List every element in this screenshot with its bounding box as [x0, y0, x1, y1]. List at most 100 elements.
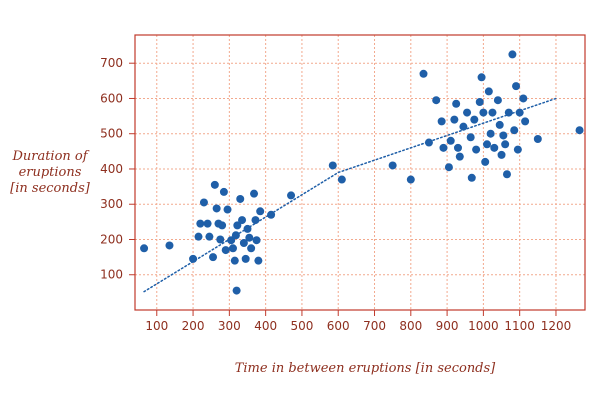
scatter-point: [337, 175, 346, 184]
scatter-point: [508, 50, 517, 59]
scatter-point: [512, 82, 521, 91]
x-tick-label: 200: [182, 319, 205, 333]
scatter-point: [575, 126, 584, 135]
scatter-point: [219, 187, 228, 196]
scatter-point: [287, 191, 296, 200]
scatter-point: [437, 117, 446, 126]
x-tick-label: 1200: [541, 319, 572, 333]
scatter-point: [493, 96, 502, 105]
scatter-point: [455, 152, 464, 161]
x-tick-label: 700: [363, 319, 386, 333]
scatter-point: [497, 150, 506, 159]
scatter-point: [328, 161, 337, 170]
scatter-point: [205, 232, 214, 241]
y-tick-label: 500: [100, 127, 123, 141]
x-tick-label: 500: [290, 319, 313, 333]
x-tick-label: 900: [436, 319, 459, 333]
scatter-point: [233, 221, 242, 230]
scatter-point: [194, 232, 203, 241]
scatter-point: [221, 246, 230, 255]
scatter-point: [238, 216, 247, 225]
scatter-point: [252, 236, 261, 245]
scatter-point: [388, 161, 397, 170]
scatter-point: [452, 99, 461, 108]
scatter-point: [502, 170, 511, 179]
x-tick-label: 600: [327, 319, 350, 333]
x-tick-label: 1000: [468, 319, 499, 333]
trend-layer: [143, 97, 557, 293]
scatter-point: [432, 96, 441, 105]
scatter-point: [450, 115, 459, 124]
scatter-point: [466, 133, 475, 142]
y-tick-label: 100: [100, 268, 123, 282]
scatter-point: [463, 108, 472, 117]
scatter-point: [189, 254, 198, 263]
y-tick-label: 400: [100, 162, 123, 176]
scatter-point: [406, 175, 415, 184]
scatter-point: [241, 254, 250, 263]
scatter-point: [477, 73, 486, 82]
scatter-point: [475, 97, 484, 106]
grid-layer: [135, 35, 585, 310]
scatter-point: [519, 94, 528, 103]
trend-line: [143, 97, 557, 293]
scatter-point: [499, 131, 508, 140]
scatter-point: [515, 108, 524, 117]
scatter-point: [419, 69, 428, 78]
scatter-point: [467, 173, 476, 182]
scatter-point: [501, 140, 510, 149]
plot-frame: [134, 34, 586, 311]
x-tick-label: 400: [254, 319, 277, 333]
scatter-point: [245, 233, 254, 242]
tick-layer: 100 200 300 400 500 600 700 800 900 1000 1100 1200 1…: [100, 56, 571, 333]
scatter-point: [140, 244, 149, 253]
scatter-point: [209, 253, 218, 262]
scatter-point: [459, 122, 468, 131]
scatter-point: [446, 136, 455, 145]
scatter-point: [533, 135, 542, 144]
scatter-point: [231, 231, 240, 240]
scatter-point: [236, 194, 245, 203]
scatter-point: [256, 207, 265, 216]
y-axis-title-line-3: [in seconds]: [10, 181, 91, 196]
scatter-point: [239, 239, 248, 248]
scatter-point: [472, 145, 481, 154]
scatter-point: [250, 189, 259, 198]
scatter-point: [481, 157, 490, 166]
scatter-point: [165, 241, 174, 250]
x-tick-label: 100: [145, 319, 168, 333]
scatter-point: [484, 87, 493, 96]
scatter-point: [479, 108, 488, 117]
scatter-point: [251, 216, 260, 225]
x-tick-label: 300: [218, 319, 241, 333]
scatter-point: [210, 180, 219, 189]
scatter-point: [212, 204, 221, 213]
x-tick-label: 1100: [504, 319, 535, 333]
scatter-point: [521, 117, 530, 126]
scatter-point: [510, 126, 519, 135]
scatter-point: [513, 145, 522, 154]
scatter-point: [196, 219, 205, 228]
scatter-point: [247, 244, 256, 253]
scatter-point: [232, 286, 241, 295]
scatter-point: [243, 224, 252, 233]
scatter-point: [218, 221, 227, 230]
scatter-point: [203, 219, 212, 228]
y-axis-title-line-1: Duration of: [11, 149, 89, 164]
y-tick-label: 700: [100, 56, 123, 70]
point-layer: [140, 50, 584, 295]
scatter-point: [483, 140, 492, 149]
y-tick-label: 600: [100, 91, 123, 105]
scatter-point: [495, 120, 504, 129]
x-axis-title: Time in between eruptions [in seconds]: [235, 361, 496, 376]
scatter-point: [267, 210, 276, 219]
scatter-point: [254, 256, 263, 265]
scatter-point: [230, 256, 239, 265]
x-tick-label: 800: [399, 319, 422, 333]
y-tick-label: 200: [100, 232, 123, 246]
scatter-point: [470, 115, 479, 124]
y-tick-label: 300: [100, 197, 123, 211]
scatter-point: [490, 143, 499, 152]
